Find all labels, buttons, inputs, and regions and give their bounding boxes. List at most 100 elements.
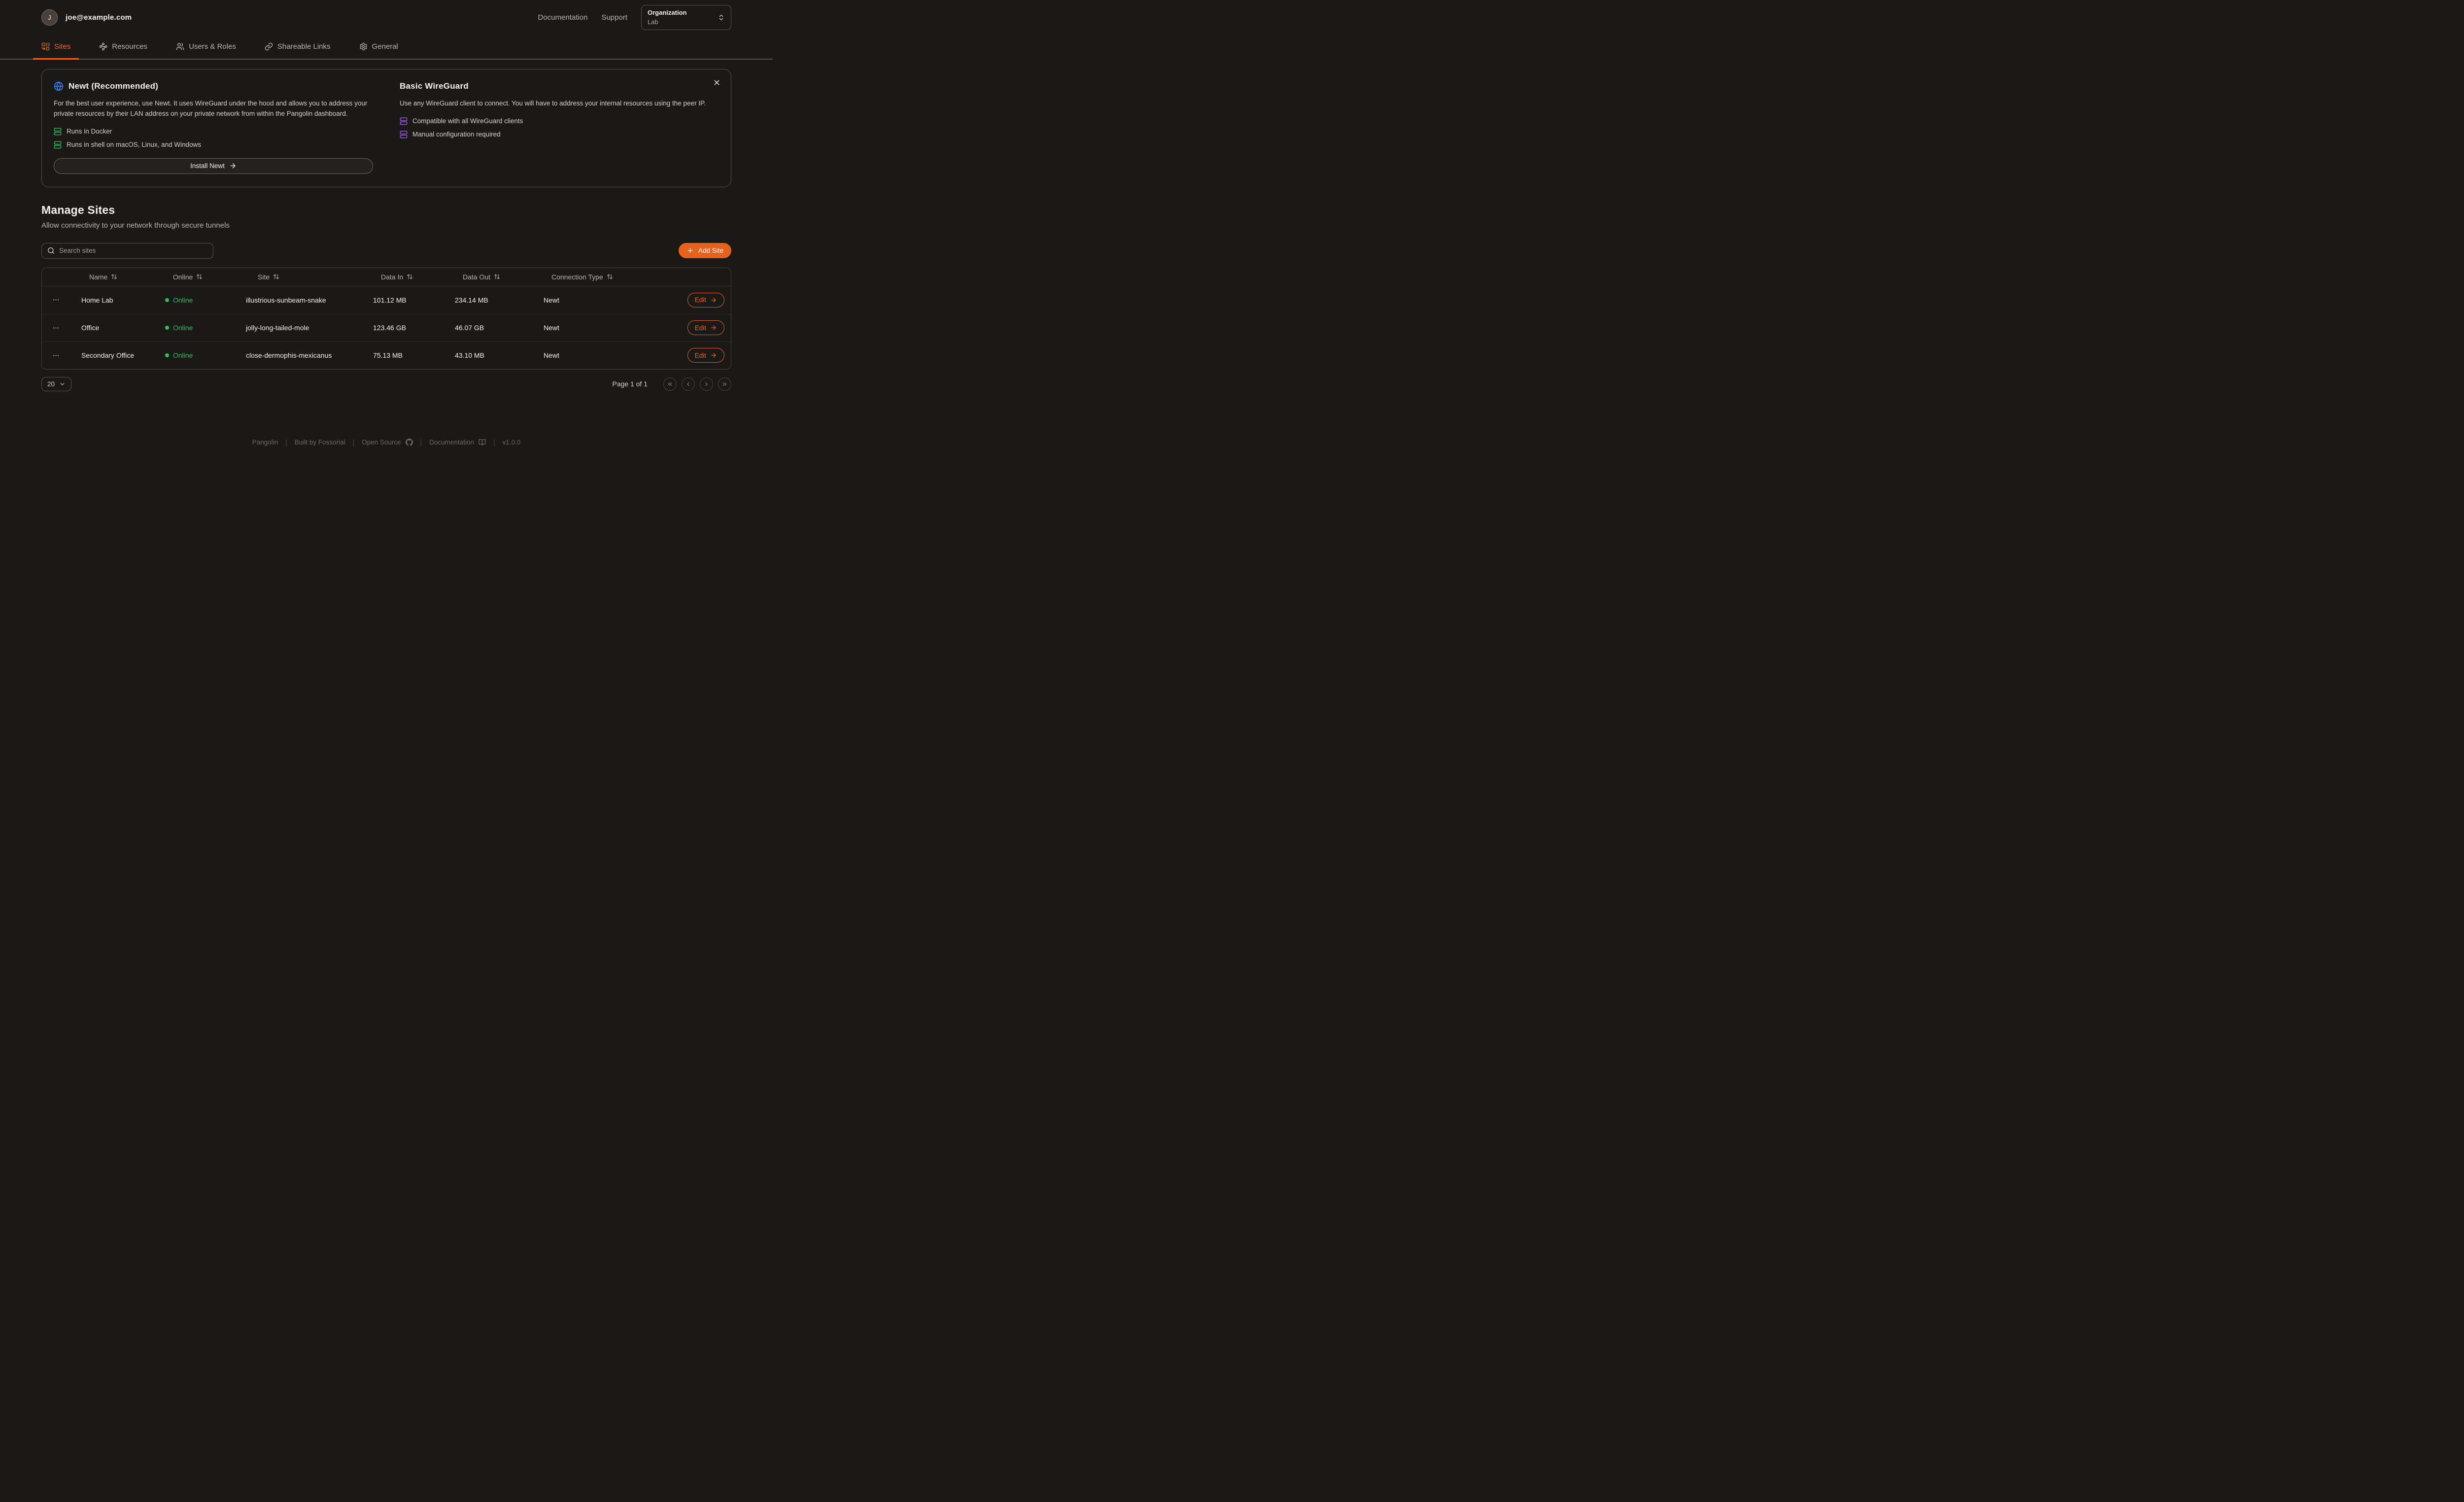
footer-separator: | [352, 439, 355, 446]
first-page-button[interactable] [663, 377, 677, 391]
status-badge: Online [153, 351, 238, 359]
wireguard-title: Basic WireGuard [400, 81, 469, 91]
globe-icon [54, 81, 64, 91]
column-header-name[interactable]: Name [69, 273, 153, 281]
wireguard-panel: Basic WireGuard Use any WireGuard client… [400, 81, 719, 174]
install-newt-button[interactable]: Install Newt [54, 158, 373, 174]
column-header-site[interactable]: Site [238, 273, 361, 281]
tab-users-roles[interactable]: Users & Roles [168, 35, 244, 59]
edit-site-button[interactable]: Edit [687, 348, 724, 363]
user-email: joe@example.com [66, 13, 132, 22]
online-dot [165, 298, 169, 302]
data-out-value: 43.10 MB [455, 351, 484, 360]
arrow-right-icon [230, 163, 236, 169]
connection-methods-banner: Newt (Recommended) For the best user exp… [41, 69, 731, 187]
site-slug: illustrious-sunbeam-snake [246, 296, 326, 304]
sort-icon [494, 274, 500, 279]
edit-site-button[interactable]: Edit [687, 292, 724, 307]
banner-close-button[interactable] [711, 76, 723, 89]
chevrons-up-down-icon [719, 14, 723, 21]
column-header-data-out[interactable]: Data Out [443, 273, 532, 281]
gear-icon [359, 42, 367, 51]
data-out-value: 46.07 GB [455, 324, 484, 332]
connection-type-value: Newt [544, 351, 559, 360]
server-icon [54, 141, 62, 149]
page-size-select[interactable]: 20 [41, 376, 72, 391]
prev-page-button[interactable] [682, 377, 695, 391]
sort-icon [274, 274, 279, 279]
footer-brand: Pangolin [252, 439, 278, 446]
footer-built-by-link[interactable]: Built by Fossorial [294, 439, 345, 446]
manage-sites-section: Manage Sites Allow connectivity to your … [41, 204, 731, 230]
sites-table: Name Online Site Data In Data Out Connec… [41, 267, 731, 370]
search-input[interactable] [59, 247, 207, 255]
book-open-icon [479, 439, 486, 445]
newt-bullet-shell: Runs in shell on macOS, Linux, and Windo… [54, 141, 373, 149]
plus-icon [687, 248, 693, 253]
row-menu-button[interactable] [42, 296, 69, 304]
tab-shareable-links[interactable]: Shareable Links [256, 35, 339, 59]
wireguard-bullet-manual: Manual configuration required [400, 131, 719, 138]
sites-toolbar: Add Site [41, 242, 731, 259]
footer: Pangolin | Built by Fossorial | Open Sou… [0, 439, 773, 446]
tab-general[interactable]: General [351, 35, 407, 59]
organization-label: Organization [648, 9, 687, 17]
column-header-data-in[interactable]: Data In [361, 273, 443, 281]
ellipsis-icon [53, 327, 59, 329]
row-menu-button[interactable] [42, 352, 69, 359]
add-site-button[interactable]: Add Site [678, 243, 731, 259]
server-icon [400, 131, 408, 138]
row-menu-button[interactable] [42, 324, 69, 332]
server-icon [54, 128, 62, 136]
connection-type-value: Newt [544, 296, 559, 304]
page-title: Manage Sites [41, 203, 115, 216]
next-page-button[interactable] [700, 377, 713, 391]
site-slug: close-dermophis-mexicanus [246, 351, 332, 360]
sort-icon [407, 274, 413, 279]
newt-title: Newt (Recommended) [68, 81, 159, 91]
top-bar: J joe@example.com Documentation Support … [0, 0, 773, 35]
footer-documentation-link[interactable]: Documentation [429, 439, 486, 446]
combine-icon [41, 42, 50, 51]
table-row: Secondary Office Online close-dermophis-… [42, 341, 731, 369]
newt-panel: Newt (Recommended) For the best user exp… [54, 81, 373, 174]
tab-resources[interactable]: Resources [91, 35, 156, 59]
arrow-right-icon [711, 325, 716, 331]
newt-description: For the best user experience, use Newt. … [54, 100, 368, 117]
arrow-right-icon [711, 353, 716, 358]
wireguard-bullet-compatible: Compatible with all WireGuard clients [400, 117, 719, 125]
tab-sites[interactable]: Sites [33, 35, 79, 60]
connection-type-value: Newt [544, 324, 559, 332]
documentation-link[interactable]: Documentation [538, 13, 588, 22]
column-header-online[interactable]: Online [153, 273, 238, 281]
newt-bullet-docker: Runs in Docker [54, 128, 373, 136]
site-name: Secondary Office [81, 351, 135, 360]
edit-site-button[interactable]: Edit [687, 320, 724, 336]
footer-separator: | [285, 439, 287, 446]
site-name: Home Lab [81, 296, 113, 304]
search-box [41, 242, 213, 259]
sort-icon [111, 274, 117, 279]
support-link[interactable]: Support [601, 13, 627, 22]
users-icon [176, 43, 184, 50]
chevrons-right-icon [722, 382, 727, 386]
table-row: Office Online jolly-long-tailed-mole 123… [42, 313, 731, 341]
footer-separator: | [420, 439, 422, 446]
status-badge: Online [153, 296, 238, 304]
organization-value: Lab [648, 18, 658, 26]
online-dot [165, 326, 169, 330]
chevron-left-icon [687, 382, 689, 386]
avatar[interactable]: J [41, 9, 58, 26]
search-icon [48, 247, 54, 254]
top-nav: Documentation Support Organization Lab [538, 5, 731, 30]
last-page-button[interactable] [718, 377, 731, 391]
data-in-value: 123.46 GB [373, 324, 406, 332]
footer-open-source-link[interactable]: Open Source [362, 439, 413, 446]
chevron-right-icon [705, 382, 708, 386]
data-out-value: 234.14 MB [455, 296, 488, 304]
column-header-connection-type[interactable]: Connection Type [532, 273, 671, 281]
github-icon [405, 439, 413, 446]
organization-selector[interactable]: Organization Lab [641, 5, 731, 30]
account-area: J joe@example.com [41, 9, 132, 26]
wireguard-description: Use any WireGuard client to connect. You… [400, 100, 706, 107]
